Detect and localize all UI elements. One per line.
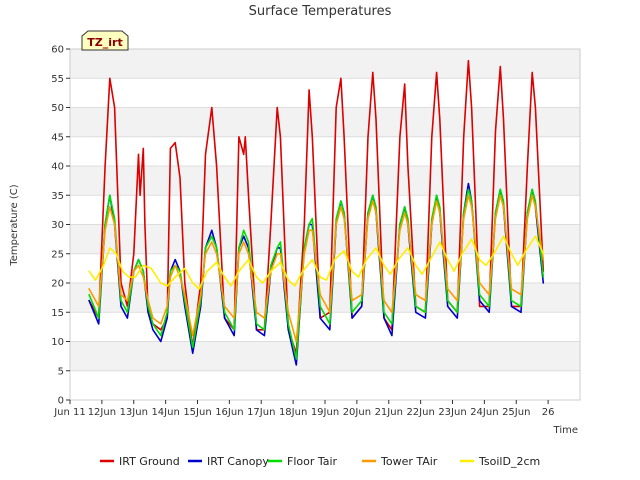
x-tick-label: 25Jun [502, 407, 530, 418]
series-line-irt-canopy [88, 182, 545, 366]
x-tick-label: 20Jun [343, 407, 371, 418]
x-tick-label: 22Jun [406, 407, 434, 418]
plot-band [70, 78, 580, 108]
chart-title: Surface Temperatures [249, 4, 392, 19]
x-tick-label: 23Jun [438, 407, 466, 418]
plot-band [70, 341, 580, 371]
legend-entry: TsoilD_2cm [478, 455, 540, 468]
plot-band [70, 49, 580, 79]
legend-entry: IRT Canopy [207, 455, 269, 468]
tag-label: TZ_irt [87, 36, 122, 49]
y-tick-label: 55 [51, 74, 64, 85]
y-tick-label: 40 [51, 162, 64, 173]
series-line-tower-tair [88, 194, 545, 343]
y-tick-label: 5 [58, 366, 64, 377]
x-tick-label: 24Jun [470, 407, 498, 418]
plot-band [70, 253, 580, 283]
series-layer [88, 59, 545, 366]
y-tick-label: 20 [51, 279, 64, 290]
plot-band [70, 166, 580, 196]
legend-entry: Tower TAir [380, 455, 438, 468]
y-tick-label: 45 [51, 132, 64, 143]
x-axis-ticks: Jun 11 12Jun 13Jun 14Jun 15Jun 16Jun 17Jun 18Ju… [53, 400, 554, 418]
y-tick-label: 50 [51, 103, 64, 114]
x-tick-label: 17Jun [247, 407, 275, 418]
x-tick-label: 13Jun [120, 407, 148, 418]
y-tick-label: 30 [51, 220, 64, 231]
series-line-tsoild-2cm [88, 235, 545, 290]
tag-box: TZ_irt [81, 30, 129, 51]
plot-band [70, 370, 580, 400]
y-axis-label: Temperature (C) [9, 184, 20, 266]
legend: IRT Ground IRT Canopy Floor Tair Tower TAir… [100, 455, 540, 468]
plot-band [70, 136, 580, 166]
legend-entry: Floor Tair [287, 455, 338, 468]
x-tick-label: 21Jun [375, 407, 403, 418]
y-axis-ticks: 0 5 10 15 20 25 30 35 40 45 50 55 60 [51, 45, 70, 407]
y-tick-label: 10 [51, 337, 64, 348]
plot-background [70, 49, 580, 400]
x-tick-label: 16Jun [215, 407, 243, 418]
y-tick-label: 60 [51, 45, 64, 56]
x-tick-label: 19Jun [311, 407, 339, 418]
x-tick-label: 26 [542, 407, 555, 418]
plot-band [70, 283, 580, 313]
x-axis-label: Time [553, 425, 578, 436]
x-tick-label: 18Jun [279, 407, 307, 418]
y-tick-label: 35 [51, 191, 64, 202]
x-tick-label: 14Jun [151, 407, 179, 418]
x-tick-label: Jun 11 [53, 407, 86, 418]
x-tick-label: 15Jun [183, 407, 211, 418]
y-tick-label: 15 [51, 308, 64, 319]
legend-entry: IRT Ground [119, 455, 180, 468]
x-tick-label: 12Jun [88, 407, 116, 418]
y-tick-label: 0 [58, 396, 64, 407]
series-line-floor-tair [88, 188, 545, 360]
y-tick-label: 25 [51, 249, 64, 260]
